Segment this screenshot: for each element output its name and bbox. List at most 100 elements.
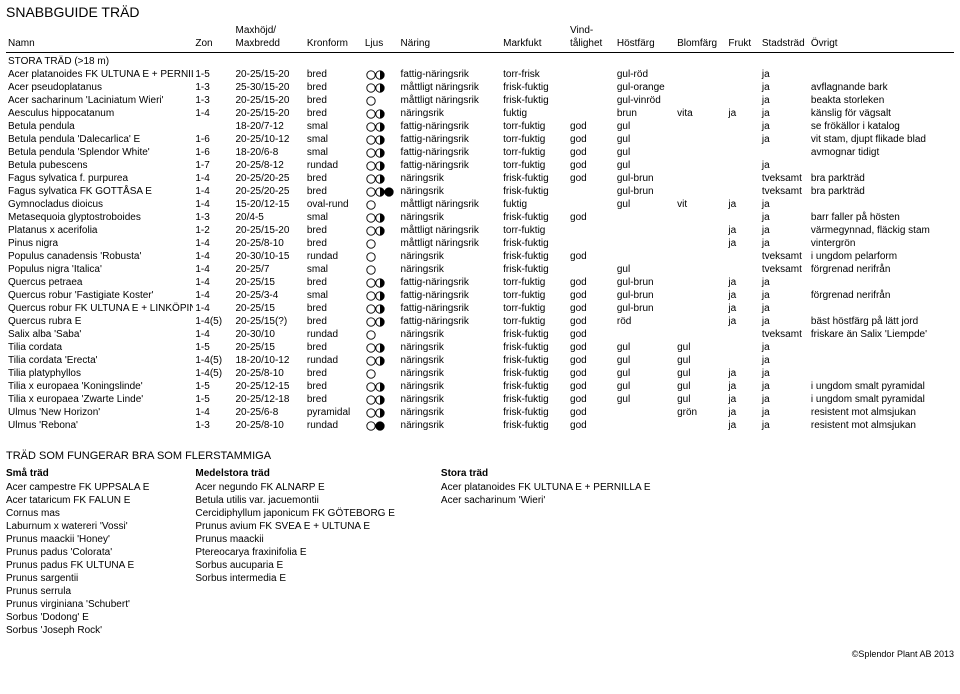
cell-blom: gul — [675, 380, 726, 393]
cell-ljus — [363, 68, 399, 81]
table-row: Fagus sylvatica f. purpurea1-420-25/20-2… — [6, 172, 954, 185]
cell-zon: 1-3 — [193, 211, 233, 224]
cell-stads: ja — [760, 198, 809, 211]
cell-max: 20-25/15-20 — [234, 94, 305, 107]
cell-ovrigt: resistent mot almsjukan — [809, 406, 954, 419]
cell-zon: 1-6 — [193, 133, 233, 146]
col-header: Övrigt — [809, 24, 954, 53]
cell-stads: ja — [760, 380, 809, 393]
cell-ovrigt: känslig för vägsalt — [809, 107, 954, 120]
multi-col-heading: Stora träd — [441, 468, 651, 479]
cell-frukt: ja — [726, 237, 759, 250]
cell-stads: tveksamt — [760, 185, 809, 198]
cell-zon: 1-4 — [193, 237, 233, 250]
cell-kron: rundad — [305, 250, 363, 263]
cell-max: 20-25/15-20 — [234, 107, 305, 120]
multi-col-heading: Medelstora träd — [195, 468, 395, 479]
cell-ovrigt: se frökällor i katalog — [809, 120, 954, 133]
col-header: Blomfärg — [675, 24, 726, 53]
cell-namn: Acer platanoides FK ULTUNA E + PERNILLA … — [6, 68, 193, 81]
cell-frukt — [726, 81, 759, 94]
cell-frukt: ja — [726, 224, 759, 237]
cell-ljus — [363, 198, 399, 211]
cell-max: 20-25/15 — [234, 276, 305, 289]
cell-ljus — [363, 172, 399, 185]
cell-ovrigt — [809, 198, 954, 211]
cell-frukt — [726, 211, 759, 224]
cell-namn: Quercus rubra E — [6, 315, 193, 328]
cell-kron: rundad — [305, 328, 363, 341]
cell-frukt — [726, 94, 759, 107]
cell-frukt — [726, 68, 759, 81]
cell-blom: gul — [675, 367, 726, 380]
cell-vind: god — [568, 146, 615, 159]
cell-max: 20-25/15-20 — [234, 224, 305, 237]
cell-frukt — [726, 172, 759, 185]
cell-max: 20-25/8-10 — [234, 419, 305, 432]
cell-host — [615, 328, 675, 341]
cell-blom — [675, 419, 726, 432]
cell-vind: god — [568, 289, 615, 302]
cell-max: 20-25/3-4 — [234, 289, 305, 302]
cell-namn: Tilia cordata 'Erecta' — [6, 354, 193, 367]
cell-host: gul-brun — [615, 289, 675, 302]
cell-ljus — [363, 367, 399, 380]
cell-naring: måttligt näringsrik — [399, 224, 502, 237]
cell-naring: måttligt näringsrik — [399, 198, 502, 211]
cell-max: 20/4-5 — [234, 211, 305, 224]
cell-blom — [675, 185, 726, 198]
multi-col-item: Sorbus 'Dodong' E — [6, 611, 149, 624]
cell-stads: ja — [760, 211, 809, 224]
cell-namn: Fagus sylvatica f. purpurea — [6, 172, 193, 185]
cell-ovrigt: vintergrön — [809, 237, 954, 250]
table-row: Populus canadensis 'Robusta'1-420-30/10-… — [6, 250, 954, 263]
multi-stem-title: TRÄD SOM FUNGERAR BRA SOM FLERSTAMMIGA — [6, 450, 954, 462]
cell-host: gul — [615, 341, 675, 354]
cell-mark: frisk-fuktig — [501, 250, 568, 263]
cell-kron: pyramidal — [305, 406, 363, 419]
cell-blom — [675, 263, 726, 276]
cell-mark: torr-fuktig — [501, 302, 568, 315]
cell-mark: torr-fuktig — [501, 133, 568, 146]
table-row: Salix alba 'Saba'1-420-30/10rundadnäring… — [6, 328, 954, 341]
cell-host: gul — [615, 146, 675, 159]
cell-blom — [675, 81, 726, 94]
multi-col-item: Laburnum x watereri 'Vossi' — [6, 520, 149, 533]
cell-naring: näringsrik — [399, 250, 502, 263]
page-title: SNABBGUIDE TRÄD — [6, 4, 954, 20]
cell-kron: bred — [305, 68, 363, 81]
cell-vind: god — [568, 393, 615, 406]
cell-kron: smal — [305, 289, 363, 302]
cell-stads: ja — [760, 107, 809, 120]
multi-col-item: Sorbus 'Joseph Rock' — [6, 624, 149, 637]
cell-mark: frisk-fuktig — [501, 172, 568, 185]
cell-namn: Fagus sylvatica FK GOTTÅSA E — [6, 185, 193, 198]
cell-ljus — [363, 315, 399, 328]
cell-ovrigt: barr faller på hösten — [809, 211, 954, 224]
cell-vind — [568, 224, 615, 237]
cell-max: 20-25/12-18 — [234, 393, 305, 406]
cell-ovrigt — [809, 354, 954, 367]
multi-col-item: Cercidiphyllum japonicum FK GÖTEBORG E — [195, 507, 395, 520]
cell-kron: bred — [305, 380, 363, 393]
col-header: Ljus — [363, 24, 399, 53]
cell-blom — [675, 328, 726, 341]
cell-zon: 1-4 — [193, 185, 233, 198]
cell-host — [615, 224, 675, 237]
cell-namn: Salix alba 'Saba' — [6, 328, 193, 341]
cell-zon: 1-5 — [193, 393, 233, 406]
cell-stads: tveksamt — [760, 328, 809, 341]
cell-kron: bred — [305, 172, 363, 185]
cell-ljus — [363, 224, 399, 237]
table-row: Platanus x acerifolia1-220-25/15-20bredm… — [6, 224, 954, 237]
cell-ovrigt: bra parkträd — [809, 172, 954, 185]
cell-kron: bred — [305, 107, 363, 120]
cell-max: 25-30/15-20 — [234, 81, 305, 94]
table-row: Acer pseudoplatanus1-325-30/15-20bredmåt… — [6, 81, 954, 94]
cell-mark: fuktig — [501, 107, 568, 120]
cell-ljus — [363, 263, 399, 276]
multi-col-item: Prunus sargentii — [6, 572, 149, 585]
cell-blom — [675, 133, 726, 146]
cell-mark: torr-fuktig — [501, 120, 568, 133]
cell-frukt — [726, 354, 759, 367]
